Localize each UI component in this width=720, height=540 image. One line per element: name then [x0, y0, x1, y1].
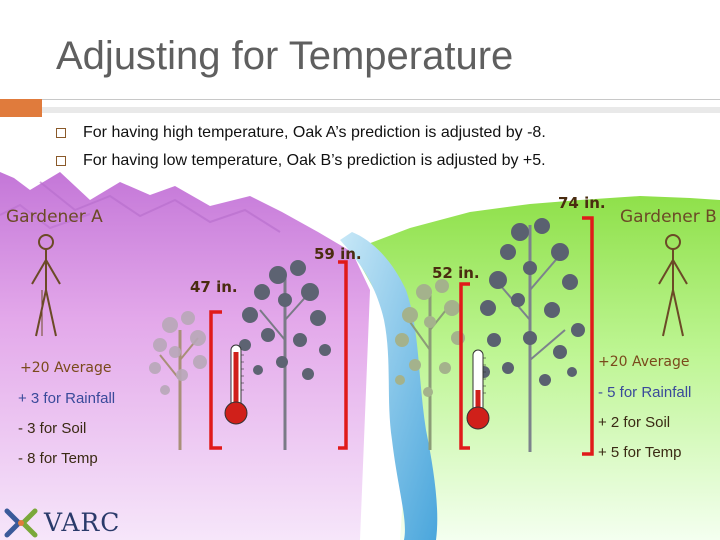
gardener-b-figure	[658, 234, 688, 337]
gardener-b-rainfall: - 5 for Rainfall	[598, 384, 692, 401]
gardener-a-soil: - 3 for Soil	[18, 420, 87, 437]
gardener-a-temp: - 8 for Temp	[18, 450, 98, 467]
bullet-text: For having low temperature, Oak B’s pred…	[83, 152, 546, 169]
height-label-52: 52 in.	[432, 264, 480, 282]
gardener-b-average: +20 Average	[598, 354, 690, 370]
bracket-59	[338, 260, 348, 450]
square-bullet-icon	[56, 128, 66, 138]
varc-logo-icon	[4, 508, 38, 538]
bracket-74	[582, 216, 594, 456]
gardener-a-rainfall: + 3 for Rainfall	[18, 390, 116, 407]
slide-title: Adjusting for Temperature	[56, 34, 514, 78]
thermometer-a	[224, 344, 248, 425]
tree-b-small	[395, 279, 465, 450]
height-label-59: 59 in.	[314, 245, 362, 263]
bracket-47	[209, 310, 222, 450]
title-accent-bar	[0, 99, 42, 117]
varc-logo-text: VARC	[44, 508, 121, 537]
purple-mountains	[0, 172, 370, 540]
tree-a-large	[239, 260, 331, 450]
gardener-a-average: +20 Average	[20, 360, 112, 376]
thermometer-b	[466, 349, 490, 430]
bullet-text: For having high temperature, Oak A’s pre…	[83, 124, 546, 141]
tree-b-large	[478, 218, 585, 452]
gardener-a-label: Gardener A	[6, 207, 103, 227]
tree-a-small	[149, 311, 207, 450]
river	[340, 232, 438, 540]
gardener-b-temp: + 5 for Temp	[598, 444, 682, 461]
height-label-47: 47 in.	[190, 278, 238, 296]
gardener-b-label: Gardener B	[620, 207, 717, 227]
gardener-b-soil: + 2 for Soil	[598, 414, 671, 431]
bracket-52	[459, 282, 470, 450]
square-bullet-icon	[56, 156, 66, 166]
height-brackets	[209, 216, 594, 456]
title-divider	[42, 99, 720, 100]
gardener-a-figure	[31, 234, 61, 337]
height-label-74: 74 in.	[558, 194, 606, 212]
title-divider-shade	[42, 107, 720, 113]
